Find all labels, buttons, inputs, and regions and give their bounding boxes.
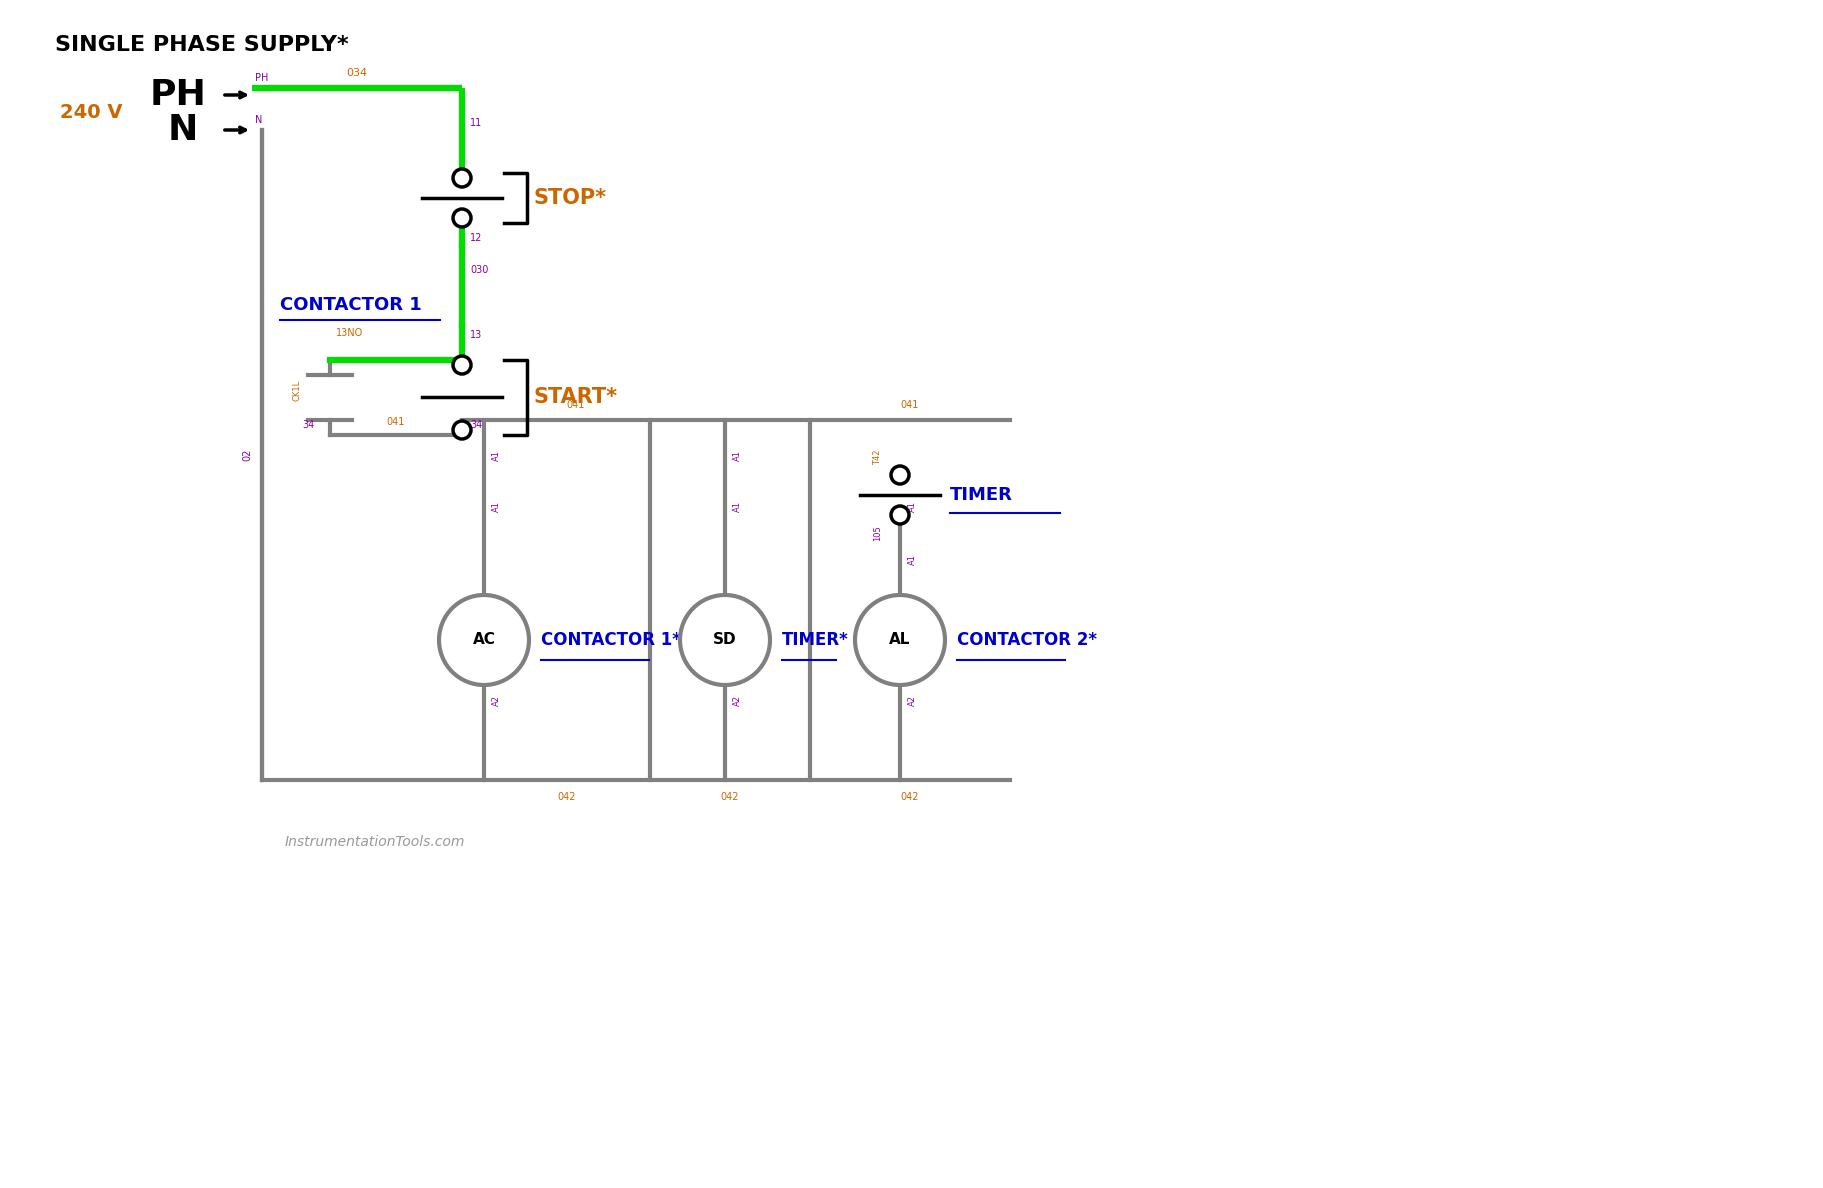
Text: T42: T42 — [873, 449, 882, 465]
Text: A1: A1 — [733, 450, 742, 461]
Text: 042: 042 — [901, 792, 919, 802]
Text: AL: AL — [890, 632, 910, 647]
Circle shape — [452, 356, 470, 374]
Text: TIMER*: TIMER* — [782, 631, 848, 649]
Text: 041: 041 — [901, 400, 919, 410]
Circle shape — [890, 506, 908, 524]
Text: 02: 02 — [242, 449, 252, 461]
Text: 13: 13 — [470, 330, 481, 340]
Text: PH: PH — [149, 78, 206, 112]
Text: CONTACTOR 1: CONTACTOR 1 — [281, 296, 421, 314]
Text: 030: 030 — [470, 265, 489, 274]
Text: CONTACTOR 2*: CONTACTOR 2* — [957, 631, 1096, 649]
Text: 041: 041 — [386, 417, 405, 426]
Text: 11: 11 — [470, 118, 481, 128]
Text: CONTACTOR 1*: CONTACTOR 1* — [541, 631, 680, 649]
Text: 34: 34 — [470, 421, 481, 430]
Circle shape — [452, 209, 470, 227]
Text: 042: 042 — [558, 792, 576, 802]
Text: N: N — [255, 115, 263, 125]
Text: 34: 34 — [303, 421, 315, 430]
Circle shape — [855, 595, 944, 685]
Text: A1: A1 — [492, 450, 501, 461]
Circle shape — [890, 466, 908, 484]
Text: 041: 041 — [567, 400, 585, 410]
Text: CK1L: CK1L — [294, 380, 303, 402]
Text: A2: A2 — [908, 695, 917, 706]
Text: STOP*: STOP* — [534, 188, 607, 208]
Text: A2: A2 — [492, 695, 501, 706]
Text: SD: SD — [713, 632, 736, 647]
Text: InstrumentationTools.com: InstrumentationTools.com — [284, 835, 465, 849]
Text: 240 V: 240 V — [60, 103, 122, 122]
Circle shape — [452, 169, 470, 187]
Text: 042: 042 — [720, 792, 738, 802]
Text: A1: A1 — [733, 501, 742, 512]
Text: A1: A1 — [492, 501, 501, 512]
Text: START*: START* — [534, 387, 618, 407]
Text: A2: A2 — [733, 695, 742, 706]
Circle shape — [452, 421, 470, 440]
Text: A1: A1 — [908, 501, 917, 512]
Text: 13NO: 13NO — [335, 328, 363, 339]
Text: 105: 105 — [873, 525, 882, 541]
Text: AC: AC — [472, 632, 496, 647]
Text: PH: PH — [255, 72, 268, 83]
Text: 12: 12 — [470, 233, 481, 244]
Text: TIMER: TIMER — [950, 486, 1012, 504]
Text: N: N — [168, 113, 199, 147]
Circle shape — [439, 595, 529, 685]
Text: SINGLE PHASE SUPPLY*: SINGLE PHASE SUPPLY* — [55, 34, 348, 55]
Circle shape — [680, 595, 769, 685]
Text: A1: A1 — [908, 554, 917, 565]
Text: 034: 034 — [346, 68, 368, 78]
